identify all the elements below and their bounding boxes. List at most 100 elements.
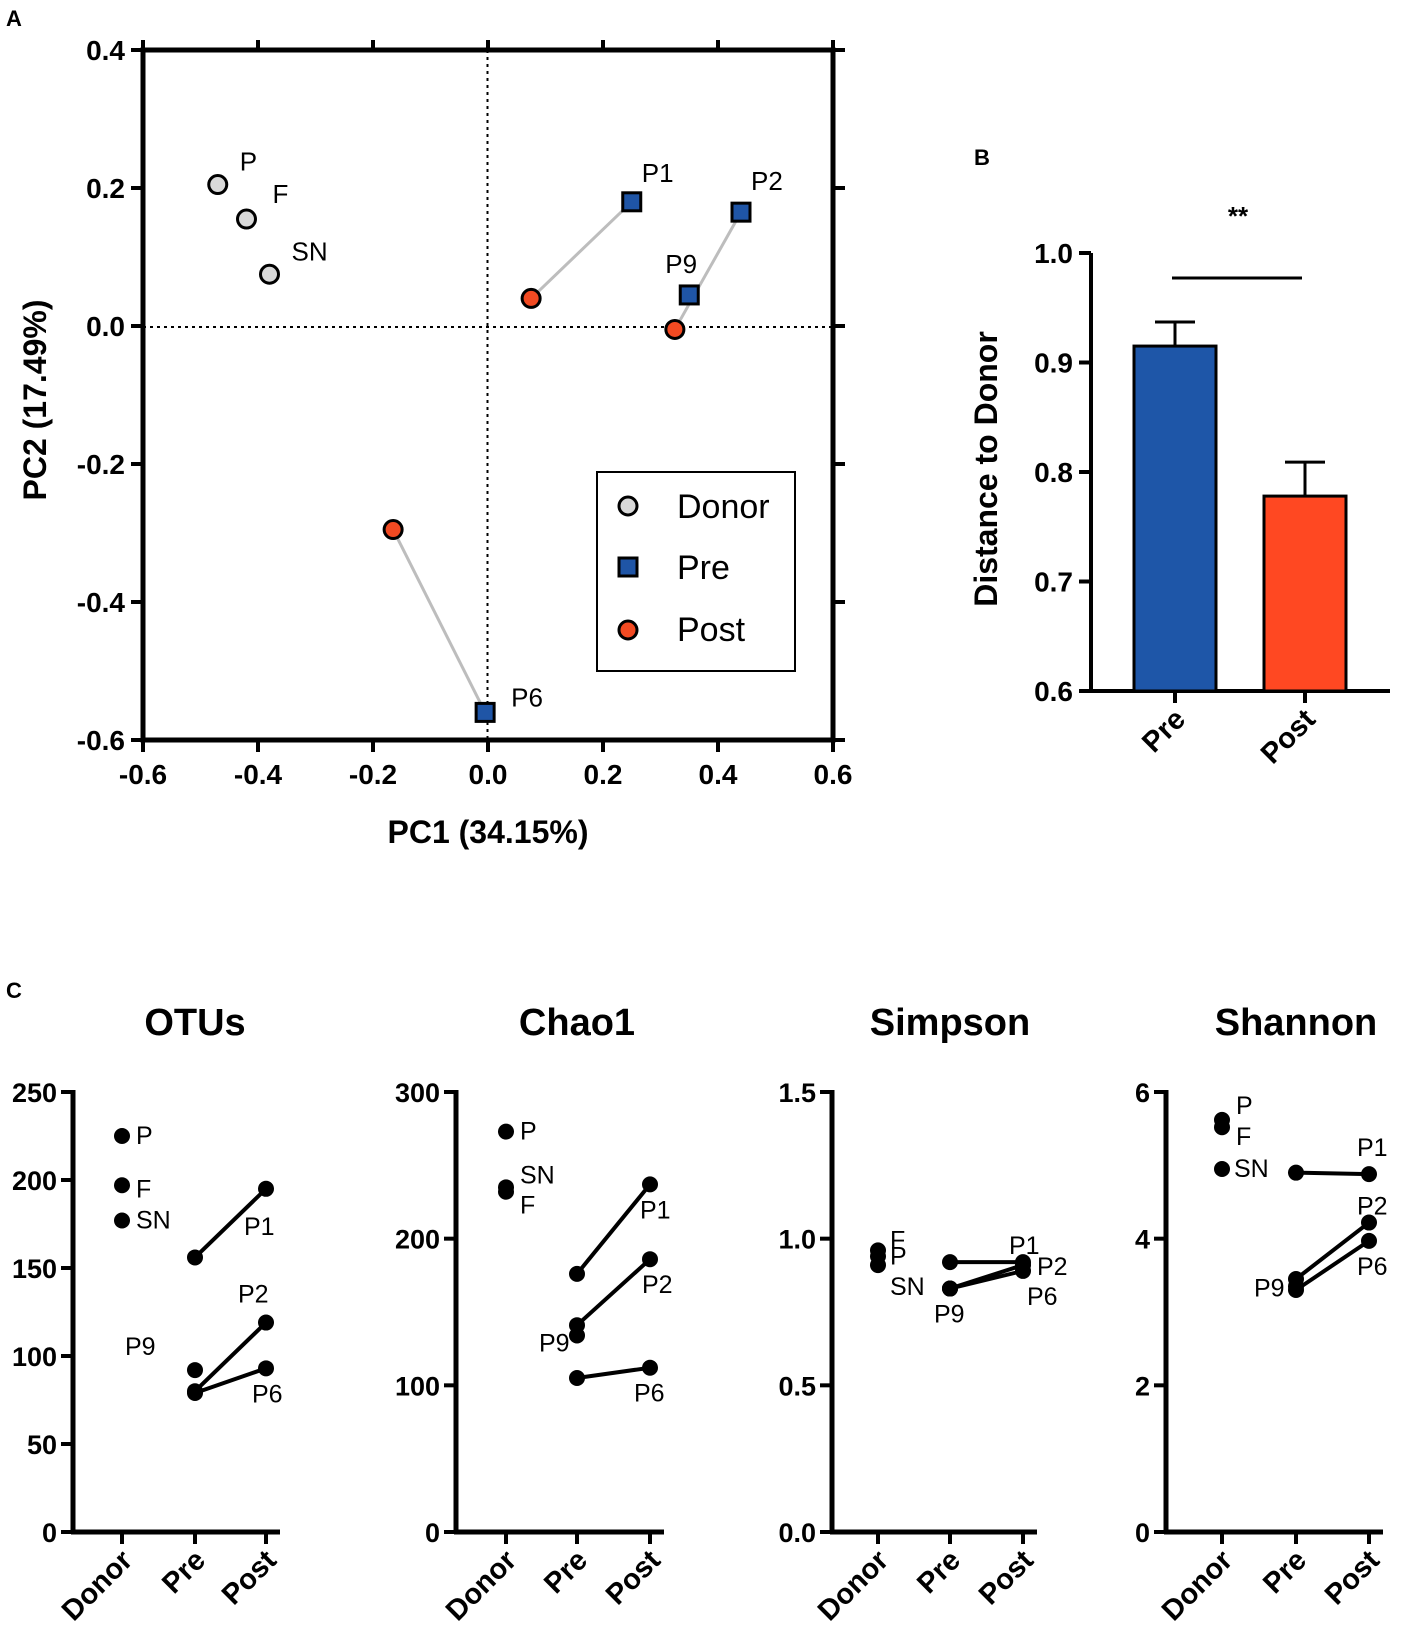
chao1-pre-point: [569, 1265, 585, 1282]
pcoa-x-tick-label: 0.0: [469, 759, 508, 790]
shannon-y-tick-label: 4: [1135, 1225, 1150, 1255]
shannon-subplot: Shannon 0 2 4 6 Donor Pre Post PF SN P1 P2 P6 P9: [1135, 1002, 1388, 1627]
shannon-y-tick-label: 6: [1135, 1078, 1150, 1108]
otus-pre-point: [187, 1362, 203, 1379]
chao1-y-tick-label: 200: [395, 1225, 440, 1255]
otus-y-tick-label: 250: [12, 1078, 57, 1108]
chao1-donor-label: F: [520, 1192, 535, 1220]
simpson-category-label: Post: [973, 1544, 1040, 1611]
otus-pre-point: [187, 1249, 203, 1266]
otus-donor-label: SN: [136, 1206, 171, 1234]
shannon-post-point: [1361, 1214, 1377, 1231]
bar-y-tick-label: 0.7: [1034, 567, 1073, 598]
pcoa-point-label: SN: [292, 236, 328, 266]
legend-post-marker: [617, 619, 639, 641]
shannon-pre-point: [1288, 1164, 1304, 1181]
otus-pair-line: [193, 1321, 268, 1393]
simpson-donor-label: P: [890, 1242, 907, 1270]
shannon-pre-point: [1288, 1278, 1304, 1295]
otus-y-tick-label: 0: [42, 1518, 57, 1548]
chao1-post-point: [642, 1176, 658, 1193]
simpson-y-tick-label: 1.5: [778, 1078, 816, 1108]
otus-title: OTUs: [144, 1002, 245, 1044]
pcoa-point-label: P: [240, 147, 257, 177]
shannon-donor-label: F: [1236, 1123, 1251, 1151]
pcoa-point-donor: [236, 208, 257, 230]
shannon-patient-label: P6: [1357, 1253, 1388, 1281]
chao1-pair-line: [575, 1183, 652, 1276]
chao1-pre-point: [569, 1327, 585, 1344]
pcoa-x-tick-label: 0.6: [814, 759, 853, 790]
pcoa-x-tick-label: -0.2: [349, 759, 397, 790]
simpson-y-tick-label: 0.0: [778, 1518, 816, 1548]
pcoa-x-tick-label: 0.2: [584, 759, 623, 790]
bar-post: [1262, 494, 1348, 693]
pcoa-point-pre: [474, 701, 496, 723]
otus-y-tick-label: 200: [12, 1166, 57, 1196]
chao1-donor-point: [498, 1183, 514, 1200]
pcoa-point-post: [382, 519, 404, 541]
chao1-patient-label: P9: [539, 1329, 570, 1357]
otus-patient-label: P2: [238, 1281, 269, 1309]
otus-y-tick-label: 150: [12, 1254, 57, 1284]
shannon-donor-point: [1214, 1161, 1230, 1177]
pcoa-panel: -0.6 -0.4 -0.2 0.0 0.2 0.4 0.6 0.4 0.2 0.0 -0.2 -0.…: [17, 35, 852, 850]
pcoa-point-post: [664, 318, 686, 340]
simpson-post-point: [1015, 1262, 1031, 1279]
pcoa-point-post: [520, 287, 542, 309]
chao1-subplot: Chao1 0 100 200 300 Donor Pre Post P SN F P1 P2 P6 P9: [395, 1002, 673, 1627]
chao1-post-point: [642, 1251, 658, 1268]
pcoa-legend: Donor Pre Post: [596, 471, 796, 672]
shannon-pair-line: [1295, 1170, 1370, 1177]
simpson-patient-label: P6: [1027, 1283, 1058, 1311]
bar-y-tick-label: 0.6: [1034, 676, 1073, 707]
simpson-patient-label: P2: [1037, 1253, 1068, 1281]
shannon-category-label: Pre: [1257, 1544, 1313, 1600]
bar-category-label: Pre: [1136, 703, 1192, 759]
chao1-donor-label: SN: [520, 1161, 555, 1189]
shannon-donor-point: [1214, 1119, 1230, 1136]
chao1-category-label: Pre: [538, 1544, 594, 1600]
otus-category-label: Pre: [156, 1544, 212, 1600]
panel-c-letter: C: [6, 978, 22, 1003]
pcoa-point-donor: [259, 263, 280, 285]
panel-a-letter: A: [6, 6, 22, 31]
bar-y-tick-label: 1.0: [1034, 238, 1073, 269]
chao1-title: Chao1: [519, 1002, 635, 1044]
otus-pair-line: [194, 1366, 267, 1395]
otus-donor-label: F: [136, 1175, 151, 1203]
bar-pre: [1132, 344, 1218, 693]
otus-patient-label: P9: [125, 1333, 156, 1361]
pcoa-point-label: P9: [665, 249, 697, 279]
chao1-pre-point: [569, 1370, 585, 1386]
pcoa-pair-line: [391, 528, 487, 714]
simpson-category-label: Pre: [911, 1544, 967, 1600]
pcoa-x-tick-label: -0.4: [234, 759, 283, 790]
otus-y-tick-label: 50: [27, 1430, 57, 1460]
pcoa-pair-line: [530, 200, 633, 300]
bar-y-tick-label: 0.9: [1034, 348, 1073, 379]
legend-pre-label: Pre: [677, 549, 730, 587]
chao1-y-tick-label: 0: [425, 1518, 440, 1548]
pcoa-point-pre: [730, 201, 752, 223]
legend-donor-marker: [617, 495, 639, 517]
bar-y-tick-label: 0.8: [1034, 457, 1073, 488]
pcoa-y-tick-label: -0.6: [77, 725, 125, 756]
chao1-y-tick-label: 300: [395, 1078, 440, 1108]
pcoa-x-tick-label: -0.6: [119, 759, 167, 790]
shannon-post-point: [1361, 1166, 1377, 1183]
legend-pre-marker: [617, 556, 639, 578]
simpson-y-tick-label: 1.0: [778, 1225, 816, 1255]
chao1-patient-label: P1: [640, 1196, 671, 1224]
otus-donor-point: [114, 1212, 130, 1229]
pcoa-x-axis-title: PC1 (34.15%): [388, 814, 589, 850]
chao1-patient-label: P6: [634, 1380, 665, 1408]
pcoa-y-axis-title: PC2 (17.49%): [17, 300, 53, 501]
simpson-patient-label: P9: [934, 1301, 965, 1329]
distance-bar-panel: 0.6 0.7 0.8 0.9 1.0 Pre Post Distance to Dono…: [968, 201, 1390, 770]
otus-y-tick-label: 100: [12, 1342, 57, 1372]
pcoa-point-pre: [621, 191, 643, 213]
legend-donor-label: Donor: [677, 488, 770, 526]
otus-pair-line: [193, 1187, 268, 1259]
